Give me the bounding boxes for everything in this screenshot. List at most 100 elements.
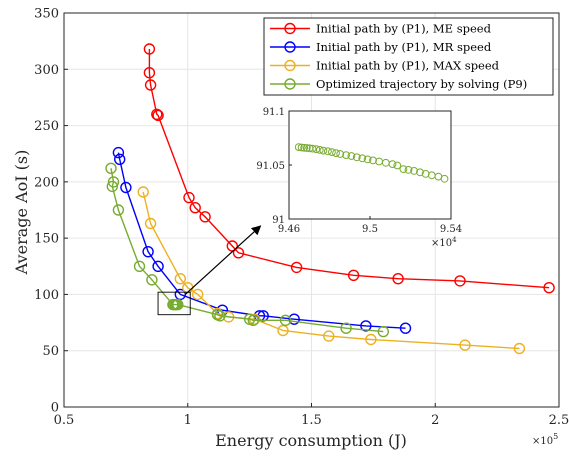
data-point xyxy=(513,342,526,355)
data-point xyxy=(112,204,125,216)
data-point xyxy=(189,201,201,214)
data-point xyxy=(365,333,377,346)
data-point xyxy=(152,260,164,272)
data-point xyxy=(392,273,404,285)
inset-data-point xyxy=(347,152,356,160)
y-tick-label: 300 xyxy=(34,63,59,78)
data-point xyxy=(106,180,119,193)
inset-data-point xyxy=(336,150,345,158)
data-point xyxy=(183,191,195,204)
inset-data-point xyxy=(358,154,367,163)
inset-data-point xyxy=(302,144,311,152)
data-point xyxy=(323,330,335,342)
legend-marker xyxy=(284,78,296,90)
series xyxy=(143,43,555,294)
x-multiplier-exponent: 5 xyxy=(553,432,558,441)
zoom-box xyxy=(157,291,191,316)
inset-data-point xyxy=(324,147,332,156)
data-point xyxy=(113,153,126,166)
data-point xyxy=(290,261,303,274)
inset-data-point xyxy=(312,145,321,154)
series xyxy=(112,146,412,334)
x-tick-label: 2 xyxy=(431,413,439,428)
data-point xyxy=(105,162,117,175)
inset-plot: 9.46 9.5 9.54 91 91.05 91.1 ×104 xyxy=(256,107,462,249)
inset-data-point xyxy=(297,143,306,152)
data-point xyxy=(543,282,555,294)
data-point xyxy=(142,245,154,258)
series-group xyxy=(105,43,555,355)
series xyxy=(105,162,389,338)
data-point xyxy=(143,43,156,55)
legend: Initial path by (P1), ME speed Initial pa… xyxy=(263,17,554,96)
y-tick-label: 200 xyxy=(34,175,59,190)
data-point xyxy=(399,322,412,334)
y-axis-title: Average AoI (s) xyxy=(12,150,31,276)
data-point xyxy=(133,260,146,272)
legend-box xyxy=(263,17,554,96)
data-point xyxy=(152,109,164,122)
data-point xyxy=(144,79,157,91)
inset-data-point xyxy=(410,167,419,175)
axes: 0.5 1 1.5 2 2.5 0 50 100 150 200 250 300 350 xyxy=(34,7,569,429)
inset-x-tick-label: 9.5 xyxy=(362,224,378,235)
data-point xyxy=(277,324,289,337)
inset-data-point xyxy=(388,160,397,169)
y-tick-label: 250 xyxy=(34,119,59,134)
inset-data-point xyxy=(416,168,424,177)
series-line xyxy=(148,49,550,289)
data-point xyxy=(191,288,204,301)
x-tick-label: 2.5 xyxy=(549,413,569,428)
legend-item: Initial path by (P1), MAX speed xyxy=(270,59,500,73)
x-tick-label: 1 xyxy=(184,413,192,428)
x-axis-title: Energy consumption (J) xyxy=(215,431,407,450)
inset-data-point xyxy=(332,149,340,158)
inset-y-tick-label: 91.05 xyxy=(256,161,285,172)
data-point xyxy=(144,217,157,230)
data-point xyxy=(214,310,226,322)
x-multiplier-base: ×10 xyxy=(532,436,553,447)
legend-marker xyxy=(284,59,296,72)
inset-data-point xyxy=(319,146,328,155)
y-tick-label: 100 xyxy=(34,288,59,303)
data-point xyxy=(360,320,372,332)
inset-frame xyxy=(288,110,452,220)
legend-label: Initial path by (P1), MR speed xyxy=(316,40,492,54)
data-point xyxy=(172,298,184,311)
y-tick-label: 150 xyxy=(34,232,59,247)
data-point xyxy=(279,314,292,326)
data-point xyxy=(454,275,466,287)
inset-data-point xyxy=(294,143,303,152)
zoom-arrow xyxy=(184,225,262,295)
inset-data-point xyxy=(352,153,361,162)
inset-data-point xyxy=(328,148,336,157)
legend-marker xyxy=(284,22,296,35)
inset-data-point xyxy=(363,155,372,164)
inset-data-point xyxy=(393,161,402,170)
data-point xyxy=(247,314,260,326)
zoom-annotation xyxy=(157,225,262,316)
inset-data-point xyxy=(308,144,317,153)
inset-multiplier-base: ×10 xyxy=(431,238,452,249)
inset-data-point xyxy=(342,151,351,160)
data-point xyxy=(112,146,125,159)
legend-label: Optimized trajectory by solving (P9) xyxy=(316,77,527,91)
inset-data-point xyxy=(300,143,309,152)
inset-y-tick-label: 91 xyxy=(272,215,285,226)
inset-data-point xyxy=(404,166,413,174)
data-point xyxy=(146,274,158,286)
data-point xyxy=(143,66,156,79)
data-point xyxy=(120,181,132,194)
x-tick-label: 1.5 xyxy=(301,413,322,428)
legend-item: Initial path by (P1), ME speed xyxy=(270,22,492,36)
y-tick-label: 50 xyxy=(42,344,59,359)
legend-label: Initial path by (P1), MAX speed xyxy=(316,59,500,73)
data-point xyxy=(137,186,149,198)
y-tick-label: 0 xyxy=(51,401,59,416)
x-tick-label: 0.5 xyxy=(54,413,75,428)
inset-data-point xyxy=(440,174,449,183)
legend-marker xyxy=(284,41,296,53)
legend-item: Initial path by (P1), MR speed xyxy=(270,40,492,54)
data-point xyxy=(151,108,163,121)
